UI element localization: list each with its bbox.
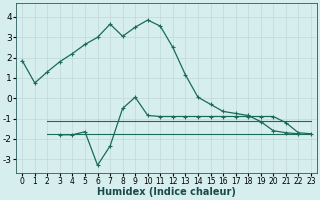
X-axis label: Humidex (Indice chaleur): Humidex (Indice chaleur)	[97, 187, 236, 197]
